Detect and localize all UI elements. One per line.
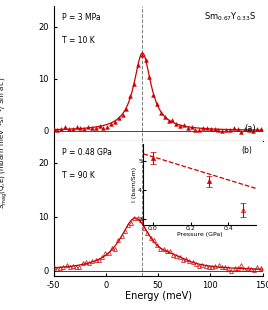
Text: (a): (a)	[245, 124, 256, 133]
Text: P = 3 MPa: P = 3 MPa	[62, 13, 100, 22]
X-axis label: Energy (meV): Energy (meV)	[125, 291, 192, 301]
Text: P = 0.48 GPa: P = 0.48 GPa	[62, 148, 112, 157]
Text: S$_{\rm mag}$(Q,E) (mbarn meV$^{-1}$sr$^{-1}$/ Sm at.): S$_{\rm mag}$(Q,E) (mbarn meV$^{-1}$sr$^…	[0, 77, 10, 209]
Text: T = 10 K: T = 10 K	[62, 36, 95, 45]
Text: T = 90 K: T = 90 K	[62, 171, 95, 180]
Text: Sm$_{0.67}$Y$_{0.33}$S: Sm$_{0.67}$Y$_{0.33}$S	[204, 10, 256, 23]
